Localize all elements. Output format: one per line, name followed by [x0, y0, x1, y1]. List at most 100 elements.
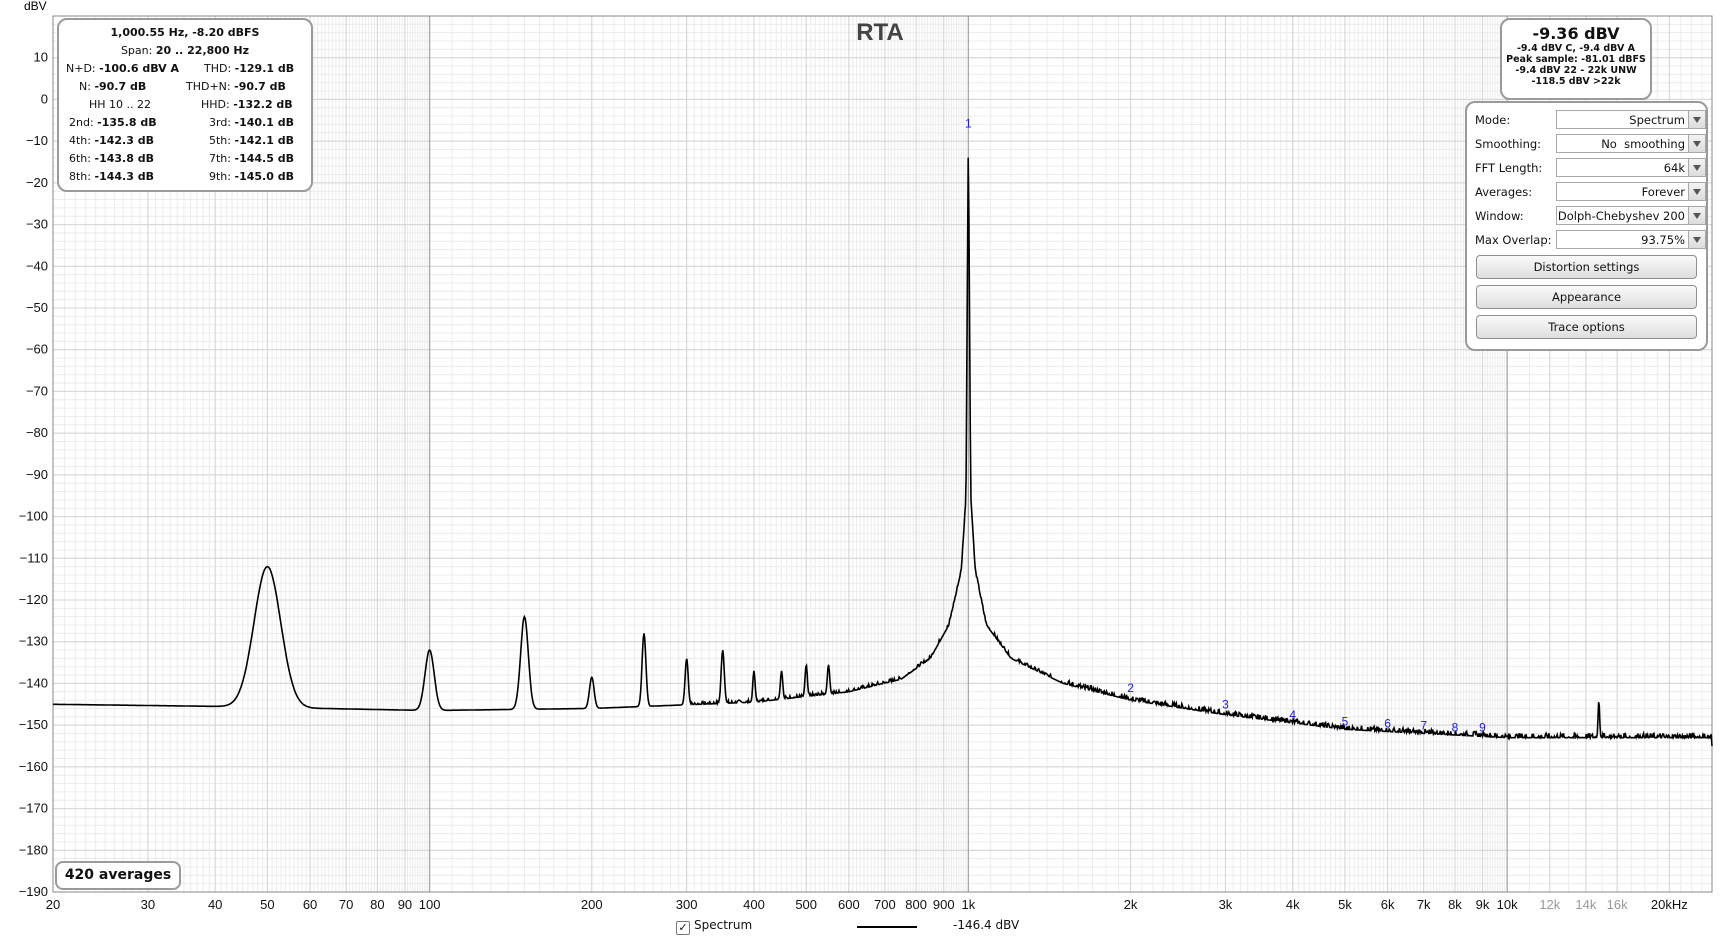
- window-select[interactable]: Dolph-Chebyshev 200: [1556, 206, 1706, 225]
- smoothing-select[interactable]: No smoothing: [1556, 134, 1706, 153]
- chevron-down-icon[interactable]: [1688, 231, 1705, 248]
- plot-axes: [52, 15, 1713, 893]
- x-tick-label: 800: [905, 897, 927, 912]
- mode-select[interactable]: Spectrum: [1556, 110, 1706, 129]
- x-tick-label: 700: [874, 897, 896, 912]
- spectrum-trace: [53, 157, 1713, 747]
- y-tick-label: −170: [19, 801, 48, 816]
- x-tick-label: 3k: [1219, 897, 1233, 912]
- y-tick-label: −70: [26, 383, 48, 398]
- plot-frame: [52, 15, 1713, 893]
- averages-label: Averages:: [1475, 185, 1533, 199]
- peak-sample-level: Peak sample: -81.01 dBFS: [1506, 54, 1646, 65]
- distortion-settings-button[interactable]: Distortion settings: [1476, 255, 1697, 279]
- y-tick-label: −140: [19, 675, 48, 690]
- y-tick-label: −20: [26, 175, 48, 190]
- y-tick-label: −100: [19, 509, 48, 524]
- x-tick-label: 20kHz: [1651, 897, 1688, 912]
- harmonic-marker-label: 4: [1289, 708, 1296, 722]
- averages-row: Averages: Forever: [1475, 182, 1706, 202]
- measurement-stats-box: 1,000.55 Hz, -8.20 dBFS Span: 20 .. 22,8…: [57, 18, 313, 192]
- noise-readout: N: -90.7 dB: [79, 80, 147, 93]
- fft-length-row: FFT Length: 64k: [1475, 158, 1706, 178]
- harmonic-readout: 7th: -144.5 dB: [209, 152, 294, 165]
- chevron-down-icon[interactable]: [1688, 207, 1705, 224]
- x-tick-label: 600: [838, 897, 860, 912]
- spectrum-visibility-checkbox[interactable]: ✓: [676, 921, 690, 935]
- span-readout: Span: 20 .. 22,800 Hz: [120, 44, 250, 57]
- y-tick-label: −110: [20, 550, 48, 565]
- y-tick-label: −150: [19, 717, 48, 732]
- thd-readout: THD: -129.1 dB: [204, 62, 295, 75]
- appearance-button[interactable]: Appearance: [1476, 285, 1697, 309]
- trace-options-button[interactable]: Trace options: [1476, 315, 1697, 339]
- x-tick-label: 16k: [1607, 897, 1628, 912]
- frequency-readout: 1,000.55 Hz, -8.20 dBFS: [110, 26, 260, 39]
- mode-row: Mode: Spectrum: [1475, 110, 1706, 130]
- max-overlap-select[interactable]: 93.75%: [1556, 230, 1706, 249]
- x-tick-label: 200: [581, 897, 603, 912]
- harmonic-readout: 4th: -142.3 dB: [69, 134, 154, 147]
- window-row: Window: Dolph-Chebyshev 200: [1475, 206, 1706, 226]
- x-tick-label: 20: [46, 897, 60, 912]
- x-tick-label: 9k: [1476, 897, 1490, 912]
- x-tick-label: 5k: [1338, 897, 1352, 912]
- harmonic-readout: 9th: -145.0 dB: [209, 170, 294, 183]
- x-tick-label: 400: [743, 897, 765, 912]
- harmonic-marker-label: 2: [1127, 681, 1134, 695]
- smoothing-label: Smoothing:: [1475, 137, 1542, 151]
- y-axis-tick-labels: 10 0 −10 −20 −30 −40 −50 −60 −70 −80 −90 −100 −110 −1…: [19, 50, 48, 899]
- hh-range-label: HH 10 .. 22: [89, 98, 152, 111]
- x-tick-label: 70: [339, 897, 353, 912]
- x-tick-label: 2k: [1124, 897, 1138, 912]
- y-tick-label: 0: [41, 91, 48, 106]
- x-tick-label: 8k: [1448, 897, 1462, 912]
- level-readout-box: -9.36 dBV -9.4 dBV C, -9.4 dBV A Peak sa…: [1500, 18, 1652, 100]
- x-tick-label: 100: [419, 897, 441, 912]
- fft-length-select[interactable]: 64k: [1556, 158, 1706, 177]
- hhd-readout: HHD: -132.2 dB: [201, 98, 293, 111]
- chevron-down-icon[interactable]: [1688, 135, 1705, 152]
- x-tick-label: 50: [260, 897, 274, 912]
- chevron-down-icon[interactable]: [1688, 111, 1705, 128]
- harmonic-readout: 5th: -142.1 dB: [209, 134, 294, 147]
- x-tick-label: 14k: [1575, 897, 1596, 912]
- harmonic-readout: 6th: -143.8 dB: [69, 152, 154, 165]
- harmonic-marker-label: 1: [965, 117, 972, 131]
- y-tick-label: −10: [26, 133, 48, 148]
- y-tick-label: −80: [26, 425, 48, 440]
- mode-value: Spectrum: [1629, 113, 1685, 127]
- legend-series-name[interactable]: Spectrum: [694, 918, 753, 932]
- harmonic-readout: 3rd: -140.1 dB: [209, 116, 294, 129]
- legend-line-swatch: [857, 926, 917, 928]
- unweighted-level: -9.4 dBV 22 - 22k UNW: [1515, 65, 1637, 76]
- chevron-down-icon[interactable]: [1688, 183, 1705, 200]
- harmonic-markers: 1 2 3 4 5 6 7 8 9: [965, 117, 1486, 735]
- x-tick-label: 60: [303, 897, 317, 912]
- harmonic-readout: 8th: -144.3 dB: [69, 170, 154, 183]
- x-tick-label: 6k: [1381, 897, 1395, 912]
- averages-count-badge: 420 averages: [55, 861, 181, 890]
- harmonic-marker-label: 6: [1384, 716, 1391, 730]
- chevron-down-icon[interactable]: [1688, 159, 1705, 176]
- window-value: Dolph-Chebyshev 200: [1557, 209, 1685, 223]
- y-tick-label: −180: [19, 842, 48, 857]
- x-tick-label: 900: [933, 897, 955, 912]
- main-level-value: -9.36 dBV: [1532, 24, 1620, 43]
- weighted-levels: -9.4 dBV C, -9.4 dBV A: [1516, 43, 1636, 54]
- y-tick-label: −40: [26, 258, 48, 273]
- harmonic-marker-label: 9: [1479, 721, 1486, 735]
- fft-length-value: 64k: [1663, 161, 1685, 175]
- legend-cursor-value: -146.4 dBV: [953, 918, 1020, 932]
- y-tick-label: −30: [26, 217, 48, 232]
- x-tick-label: 30: [141, 897, 155, 912]
- y-tick-label: −160: [19, 759, 48, 774]
- averages-select[interactable]: Forever: [1556, 182, 1706, 201]
- y-tick-label: −120: [19, 592, 48, 607]
- y-tick-label: −50: [26, 300, 48, 315]
- chart-title: RTA: [856, 19, 904, 46]
- harmonic-readout: 2nd: -135.8 dB: [69, 116, 157, 129]
- smoothing-value: No smoothing: [1601, 137, 1685, 151]
- settings-panel: Mode: Spectrum Smoothing: No smoothing F…: [1465, 101, 1708, 351]
- harmonic-marker-label: 3: [1222, 698, 1229, 712]
